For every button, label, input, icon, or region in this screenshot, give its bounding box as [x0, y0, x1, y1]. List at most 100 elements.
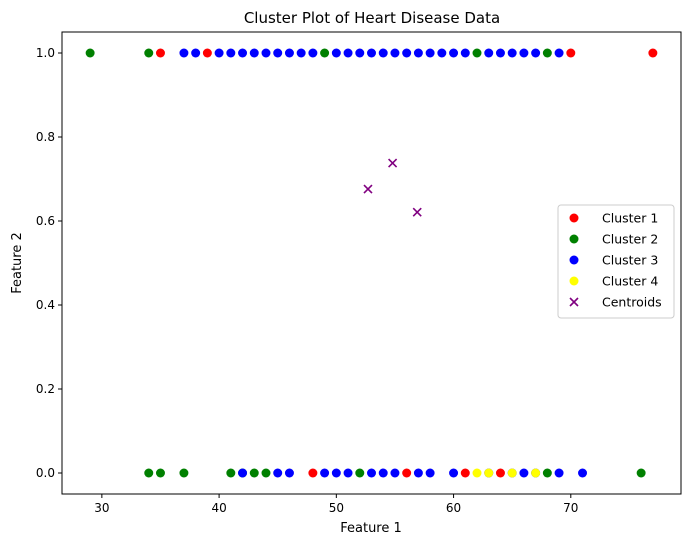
cluster-2-point — [155, 468, 165, 478]
y-tick-label: 0.0 — [36, 466, 55, 480]
cluster-3-point — [390, 48, 400, 58]
centroid-x-stroke — [569, 297, 579, 307]
cluster-3-point — [413, 468, 423, 478]
cluster-3-point — [425, 468, 435, 478]
cluster-2-point — [472, 48, 482, 58]
cluster-3-point — [378, 48, 388, 58]
cluster-1-point — [648, 48, 658, 58]
cluster-3-point — [507, 48, 517, 58]
axes-layer: 30 40 50 60 70 0.0 0.2 0.4 0.6 0.8 1.0 — [36, 46, 579, 515]
x-axis-label: Feature 1 — [340, 521, 402, 536]
x-tick-label: 70 — [563, 501, 578, 515]
cluster-3-point — [179, 48, 189, 58]
legend-label: Centroids — [602, 295, 662, 310]
cluster-4-point — [484, 468, 494, 478]
legend-marker-cluster-2 — [569, 234, 579, 244]
y-tick-label: 0.2 — [36, 382, 55, 396]
x-tick-label: 40 — [211, 501, 226, 515]
cluster-3-point — [261, 48, 271, 58]
legend-label: Cluster 4 — [602, 274, 658, 289]
x-tick-label: 30 — [94, 501, 109, 515]
legend-box — [557, 204, 675, 319]
legend-label: Cluster 3 — [602, 253, 658, 268]
cluster-1-point — [402, 468, 412, 478]
plot-frame — [61, 31, 682, 495]
legend: Cluster 1 Cluster 2 Cluster 3 Cluster 4 Cent… — [557, 204, 675, 319]
cluster-4-point — [507, 468, 517, 478]
x-tick-label: 60 — [446, 501, 461, 515]
cluster-3-point — [378, 468, 388, 478]
cluster-3-point — [449, 468, 459, 478]
legend-label: Cluster 1 — [602, 211, 658, 226]
cluster-1-point — [202, 48, 212, 58]
cluster-3-point — [308, 48, 318, 58]
cluster-3-point — [519, 48, 529, 58]
y-tick-label: 1.0 — [36, 46, 55, 60]
centroid-x-stroke — [412, 207, 422, 217]
cluster-2-point — [144, 468, 154, 478]
cluster-2-point — [542, 48, 552, 58]
cluster-1-point — [155, 48, 165, 58]
cluster-3-point — [554, 48, 564, 58]
legend-marker-cluster-1 — [569, 213, 579, 223]
cluster-3-point — [320, 468, 330, 478]
cluster-3-point — [367, 468, 376, 478]
cluster-3-point — [238, 48, 248, 58]
cluster-1-point — [460, 468, 470, 478]
cluster-2-point — [355, 468, 365, 478]
legend-marker-centroids — [569, 297, 579, 307]
cluster-3-point — [214, 48, 224, 58]
cluster-3-point — [343, 468, 353, 478]
centroid-marker — [363, 184, 373, 194]
y-tick-label: 0.6 — [36, 214, 55, 228]
legend-marker-cluster-3 — [569, 255, 579, 265]
cluster-1-point — [495, 468, 505, 478]
centroid-marker — [388, 158, 398, 168]
cluster-3-point — [249, 48, 259, 58]
cluster-3-point — [273, 468, 283, 478]
cluster-3-point — [355, 48, 365, 58]
cluster-3-point — [284, 48, 294, 58]
cluster-3-point — [554, 468, 564, 478]
legend-label: Cluster 2 — [602, 232, 658, 247]
cluster-3-point — [238, 468, 248, 478]
cluster-3-point — [296, 48, 306, 58]
cluster-2-point — [179, 468, 189, 478]
centroid-marker — [412, 207, 422, 217]
cluster-2-point — [85, 48, 95, 58]
cluster-3-point — [413, 48, 423, 58]
cluster-3-point — [284, 468, 294, 478]
cluster-3-point — [531, 48, 541, 58]
cluster-3-point — [578, 468, 588, 478]
cluster-1-point — [566, 48, 576, 58]
series-cluster-4 — [472, 468, 541, 478]
cluster-3-point — [425, 48, 435, 58]
y-tick-label: 0.4 — [36, 298, 55, 312]
series-centroids — [363, 158, 422, 217]
x-tick-label: 50 — [329, 501, 344, 515]
cluster-3-point — [343, 48, 353, 58]
cluster-2-point — [226, 468, 236, 478]
cluster-3-point — [331, 48, 341, 58]
cluster-2-point — [542, 468, 552, 478]
y-axis-label: Feature 2 — [10, 232, 25, 294]
cluster-3-point — [191, 48, 201, 58]
centroid-x-stroke — [363, 184, 373, 194]
legend-marker-cluster-4 — [569, 276, 579, 286]
cluster-3-point — [484, 48, 494, 58]
cluster-4-point — [472, 468, 482, 478]
series-cluster-2 — [85, 48, 646, 478]
chart-title: Cluster Plot of Heart Disease Data — [244, 9, 500, 27]
cluster-3-point — [367, 48, 376, 58]
cluster-3-point — [460, 48, 470, 58]
cluster-3-point — [273, 48, 283, 58]
cluster-3-point — [519, 468, 529, 478]
cluster-2-point — [261, 468, 271, 478]
series-cluster-1 — [155, 48, 658, 478]
cluster-3-point — [226, 48, 236, 58]
cluster-3-point — [495, 48, 505, 58]
cluster-2-point — [249, 468, 259, 478]
cluster-3-point — [449, 48, 459, 58]
y-tick-label: 0.8 — [36, 130, 55, 144]
